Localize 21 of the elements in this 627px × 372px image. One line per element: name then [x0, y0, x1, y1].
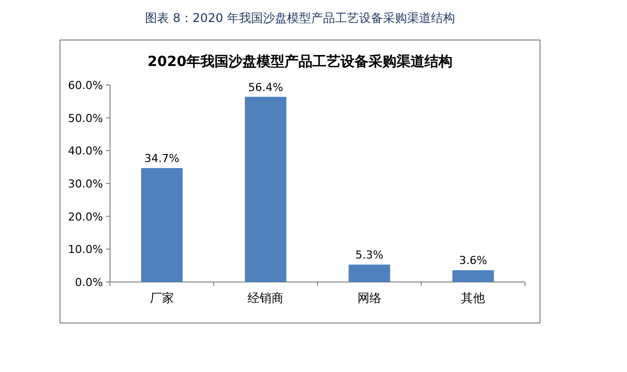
data-label: 3.6% [459, 254, 488, 268]
x-tick-label: 网络 [357, 291, 382, 305]
text: 图表 8：2020 年我国沙盘模型产品工艺设备采购渠道结构 [145, 11, 455, 25]
y-tick-label: 20.0% [68, 210, 103, 224]
y-tick-label: 60.0% [68, 79, 103, 92]
data-label: 5.3% [355, 248, 384, 262]
y-tick-label: 30.0% [68, 178, 103, 190]
x-tick-label: 厂家 [150, 291, 174, 305]
x-tick-label: 经销商 [248, 291, 284, 305]
data-label: 34.7% [144, 152, 180, 166]
y-tick-label: 10.0% [68, 243, 103, 256]
y-tick-label: 50.0% [68, 112, 103, 125]
bar [452, 270, 494, 282]
bar [348, 264, 390, 282]
y-tick-label: 40.0% [68, 144, 103, 158]
x-tick-label: 其他 [461, 291, 486, 305]
y-tick-label: 0.0% [75, 276, 103, 289]
bar [244, 96, 286, 282]
data-label: 56.4% [248, 80, 284, 94]
bar [141, 168, 183, 282]
chart-title: 2020年我国沙盘模型产品工艺设备采购渠道结构 [148, 53, 452, 70]
